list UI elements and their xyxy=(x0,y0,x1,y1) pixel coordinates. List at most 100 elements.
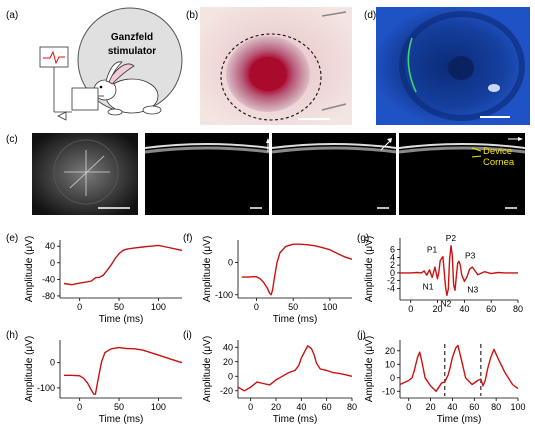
x-axis-label: Time (ms) xyxy=(99,414,144,425)
y-tick-label: 20 xyxy=(385,346,395,356)
y-axis-label: Amplitude (μV) xyxy=(24,336,35,402)
speculum-bottom xyxy=(321,103,347,111)
eye-pupil xyxy=(249,57,287,91)
panel-label-h: (h) xyxy=(6,330,18,341)
device-outline xyxy=(220,33,322,121)
y-axis-label: Amplitude (μV) xyxy=(202,336,213,402)
x-tick-label: 50 xyxy=(114,402,124,412)
y-axis-label: Amplitude (μV) xyxy=(364,336,375,402)
light-reflection xyxy=(488,84,500,92)
y-tick-label: 40 xyxy=(223,342,233,352)
cornea-rim xyxy=(399,11,525,121)
x-tick-label: 60 xyxy=(469,402,479,412)
y-tick-label: 0 xyxy=(390,373,395,383)
peak-label-n2: N2 xyxy=(440,298,451,308)
peak-label-n1: N1 xyxy=(423,282,434,292)
erg-trace-h xyxy=(63,346,183,395)
x-tick-label: 0 xyxy=(77,302,82,312)
x-tick-label: 50 xyxy=(288,302,298,312)
x-axis-label: Time (ms) xyxy=(99,314,144,325)
green-stain xyxy=(407,37,417,93)
erg-trace-g xyxy=(400,245,518,297)
y-tick-label: 4 xyxy=(390,252,395,262)
x-tick-label: 100 xyxy=(510,402,525,412)
panel-label-a: (a) xyxy=(6,10,18,21)
x-tick-label: 20 xyxy=(271,402,281,412)
peak-label-p2: P2 xyxy=(446,233,457,243)
cornea-center xyxy=(448,56,474,80)
erg-trace-f xyxy=(241,243,353,296)
y-tick-label: 0 xyxy=(50,258,55,268)
y-tick-label: -100 xyxy=(215,290,233,300)
x-tick-label: 20 xyxy=(426,402,436,412)
y-tick-label: -10 xyxy=(382,386,395,396)
x-tick-label: 0 xyxy=(408,304,413,314)
x-tick-label: 0 xyxy=(248,402,253,412)
x-tick-label: 50 xyxy=(114,302,124,312)
panel-label-c: (c) xyxy=(6,134,18,145)
y-tick-label: 20 xyxy=(223,357,233,367)
y-tick-label: -20 xyxy=(220,386,233,396)
y-tick-label: 40 xyxy=(45,241,55,251)
panel-label-g: (g) xyxy=(357,233,369,244)
x-tick-label: 100 xyxy=(151,302,166,312)
x-tick-label: 80 xyxy=(491,402,501,412)
oct-bscan-3: Device Cornea xyxy=(398,133,526,215)
panel-label-d: (d) xyxy=(364,10,376,21)
y-tick-label: -80 xyxy=(42,291,55,301)
y-tick-label: -2 xyxy=(387,276,395,286)
y-tick-label: -100 xyxy=(37,383,55,393)
y-axis-label: Amplitude (μV) xyxy=(202,236,213,302)
panel-label-f: (f) xyxy=(183,233,192,244)
y-tick-label: 2 xyxy=(390,260,395,270)
device-label: Device xyxy=(483,146,512,157)
y-axis-label: Amplitude (μV) xyxy=(364,236,375,302)
peak-label-p1: P1 xyxy=(427,245,438,255)
chart-f: 0 50 100 -100 0 Time (ms) Amplitude (μV) xyxy=(202,236,353,325)
oct-bscan-2 xyxy=(271,133,397,215)
stimulator-label-line1: Ganzfeld xyxy=(111,32,153,43)
erg-trace-j xyxy=(399,344,519,392)
peak-label-p3: P3 xyxy=(465,250,476,260)
x-tick-label: 40 xyxy=(459,304,469,314)
x-axis-label: Time (ms) xyxy=(273,414,318,425)
y-tick-label: 0 xyxy=(228,371,233,381)
y-tick-label: 0 xyxy=(50,358,55,368)
chart-e: 0 50 100 -80 -40 0 40 Time (ms) Amplitude (μV) xyxy=(24,236,183,325)
x-tick-label: 0 xyxy=(77,402,82,412)
panel-label-e: (e) xyxy=(6,233,18,244)
oct-bscan-1 xyxy=(144,133,270,215)
y-tick-label: 0 xyxy=(390,268,395,278)
x-axis-label: Time (ms) xyxy=(437,414,482,425)
scan-line-diagonal xyxy=(69,155,105,189)
panel-label-b: (b) xyxy=(186,10,198,21)
speculum-top xyxy=(321,11,347,17)
x-tick-label: 0 xyxy=(406,402,411,412)
y-tick-label: -4 xyxy=(387,283,395,293)
x-tick-label: 40 xyxy=(447,402,457,412)
panel-d: (d) xyxy=(364,7,530,125)
y-axis-label: Amplitude (μV) xyxy=(24,236,35,302)
x-tick-label: 40 xyxy=(296,402,306,412)
panel-c: (c) xyxy=(6,133,526,215)
x-tick-label: 20 xyxy=(433,304,443,314)
rabbit-illustration xyxy=(93,61,162,116)
panel-a: (a) Ganzfeld stimulator xyxy=(6,7,183,121)
erg-trace-i xyxy=(237,345,353,392)
y-tick-label: 0 xyxy=(228,258,233,268)
erg-amplifier xyxy=(39,46,104,121)
x-tick-label: 80 xyxy=(347,402,357,412)
x-tick-label: 100 xyxy=(322,302,337,312)
x-tick-label: 100 xyxy=(151,402,166,412)
panel-label-j: (j) xyxy=(357,330,366,341)
chart-i: 0 20 40 60 80 -20 0 20 40 Time (ms) Amplitude (μV) xyxy=(202,336,357,425)
x-tick-label: 60 xyxy=(486,304,496,314)
y-tick-label: 6 xyxy=(390,245,395,255)
y-tick-label: 10 xyxy=(385,359,395,369)
x-axis-label: Time (ms) xyxy=(273,314,318,325)
device-arrow xyxy=(471,147,482,152)
enface-device-ring xyxy=(53,139,119,205)
